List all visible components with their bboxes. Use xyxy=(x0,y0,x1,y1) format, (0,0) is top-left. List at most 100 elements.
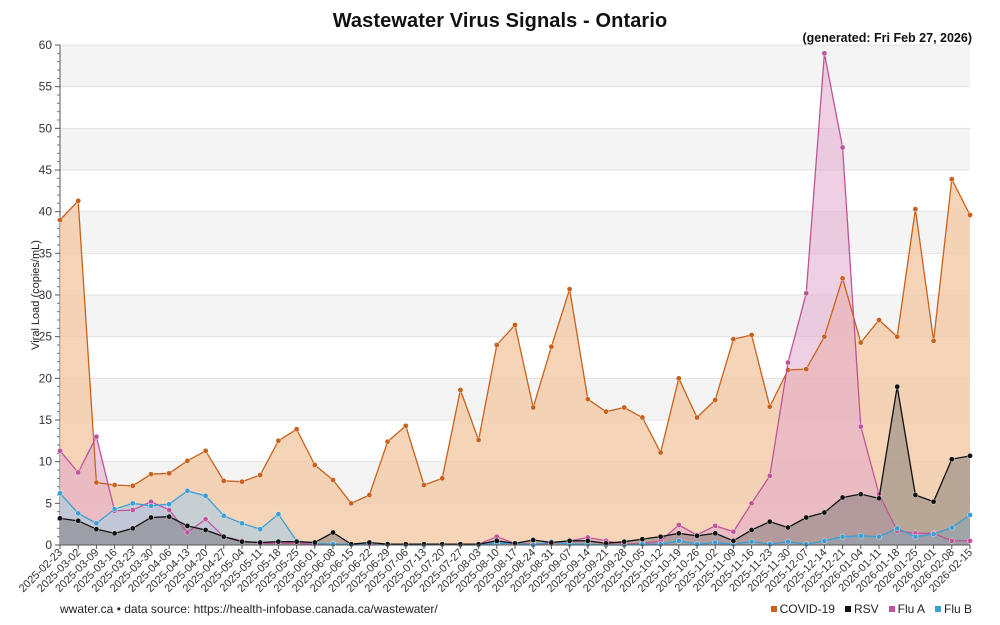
point-flu-b xyxy=(894,525,901,532)
point-covid-19 xyxy=(748,332,755,338)
point-flu-a xyxy=(967,538,973,544)
point-covid-19 xyxy=(457,387,464,393)
grid-band xyxy=(60,86,970,129)
point-flu-a xyxy=(712,523,719,529)
legend-item-rsv[interactable]: RSV xyxy=(844,602,879,616)
point-flu-a xyxy=(748,500,755,507)
point-rsv xyxy=(767,518,773,525)
area-covid-19 xyxy=(60,179,970,545)
point-covid-19 xyxy=(767,403,773,410)
point-covid-19 xyxy=(912,206,919,212)
point-covid-19 xyxy=(93,479,100,486)
grid-band xyxy=(60,45,970,87)
data-source-footer: wwater.ca • data source: https://health-… xyxy=(60,602,438,616)
point-covid-19 xyxy=(949,176,955,182)
point-covid-19 xyxy=(930,338,937,344)
legend-label-flu-b: Flu B xyxy=(943,602,972,616)
point-rsv xyxy=(803,514,810,521)
y-tick-label: 20 xyxy=(39,371,53,385)
point-rsv xyxy=(712,530,719,537)
legend-swatch-flu-a xyxy=(888,606,895,612)
point-rsv xyxy=(311,539,318,546)
point-covid-19 xyxy=(330,477,336,483)
point-flu-a xyxy=(129,507,136,513)
point-flu-a xyxy=(730,528,737,535)
point-covid-19 xyxy=(858,339,864,346)
point-rsv xyxy=(493,538,500,544)
point-covid-19 xyxy=(621,404,628,411)
point-flu-b xyxy=(93,520,100,527)
point-covid-19 xyxy=(239,478,245,485)
chart-title: Wastewater Virus Signals - Ontario xyxy=(332,10,668,32)
point-flu-a xyxy=(803,290,810,297)
legend-item-flu-a[interactable]: Flu A xyxy=(888,602,925,616)
point-rsv xyxy=(57,515,63,522)
point-covid-19 xyxy=(839,275,846,282)
point-flu-b xyxy=(111,506,118,512)
point-flu-b xyxy=(712,539,719,546)
point-covid-19 xyxy=(129,483,136,489)
point-rsv xyxy=(585,538,591,544)
point-rsv xyxy=(839,494,846,501)
y-tick-label: 5 xyxy=(45,496,52,510)
point-rsv xyxy=(748,527,755,533)
point-covid-19 xyxy=(366,492,373,498)
point-rsv xyxy=(75,518,81,524)
point-flu-b xyxy=(676,538,682,544)
point-flu-b xyxy=(257,526,264,532)
point-flu-a xyxy=(949,538,955,544)
point-rsv xyxy=(967,453,973,459)
point-flu-b xyxy=(930,531,937,537)
point-flu-b xyxy=(148,503,154,509)
point-rsv xyxy=(676,530,682,537)
point-flu-b xyxy=(876,533,882,540)
point-rsv xyxy=(148,514,154,521)
generated-timestamp: (generated: Fri Feb 27, 2026) xyxy=(802,31,972,45)
y-axis-label: Viral Load (copies/mL) xyxy=(30,240,42,350)
point-covid-19 xyxy=(512,322,518,328)
legend-item-flu-b[interactable]: Flu B xyxy=(934,602,972,616)
point-flu-a xyxy=(839,144,846,151)
point-covid-19 xyxy=(694,414,700,421)
legend-swatch-rsv xyxy=(844,606,851,612)
point-rsv xyxy=(912,492,919,498)
point-rsv xyxy=(293,538,300,545)
point-rsv xyxy=(876,495,882,502)
legend-item-covid[interactable]: COVID-19 xyxy=(770,602,835,616)
point-flu-b xyxy=(129,500,136,507)
point-covid-19 xyxy=(421,482,427,488)
point-flu-a xyxy=(676,522,682,528)
point-covid-19 xyxy=(166,470,172,477)
point-covid-19 xyxy=(75,198,81,204)
y-tick-label: 10 xyxy=(39,455,53,469)
point-covid-19 xyxy=(57,217,63,223)
point-rsv xyxy=(239,538,245,545)
point-rsv xyxy=(694,533,700,539)
point-flu-b xyxy=(166,501,172,507)
point-rsv xyxy=(730,538,737,544)
point-rsv xyxy=(129,525,136,532)
point-covid-19 xyxy=(876,317,882,323)
point-flu-b xyxy=(748,538,755,545)
y-tick-label: 60 xyxy=(39,38,53,52)
point-rsv xyxy=(657,533,664,540)
point-rsv xyxy=(858,491,864,497)
area-rsv xyxy=(60,386,970,545)
y-tick-label: 15 xyxy=(39,413,53,427)
point-rsv xyxy=(566,538,573,544)
point-flu-b xyxy=(220,513,227,519)
point-covid-19 xyxy=(821,333,828,340)
point-rsv xyxy=(330,529,336,536)
y-tick-label: 25 xyxy=(39,330,53,344)
point-covid-19 xyxy=(293,426,300,432)
point-rsv xyxy=(111,530,118,537)
point-covid-19 xyxy=(220,478,227,484)
point-covid-19 xyxy=(475,437,482,443)
point-covid-19 xyxy=(202,448,209,454)
point-flu-a xyxy=(75,469,81,476)
point-covid-19 xyxy=(184,458,191,464)
point-covid-19 xyxy=(712,397,719,403)
point-flu-b xyxy=(275,511,282,517)
point-covid-19 xyxy=(639,414,646,421)
y-tick-label: 0 xyxy=(45,538,52,552)
